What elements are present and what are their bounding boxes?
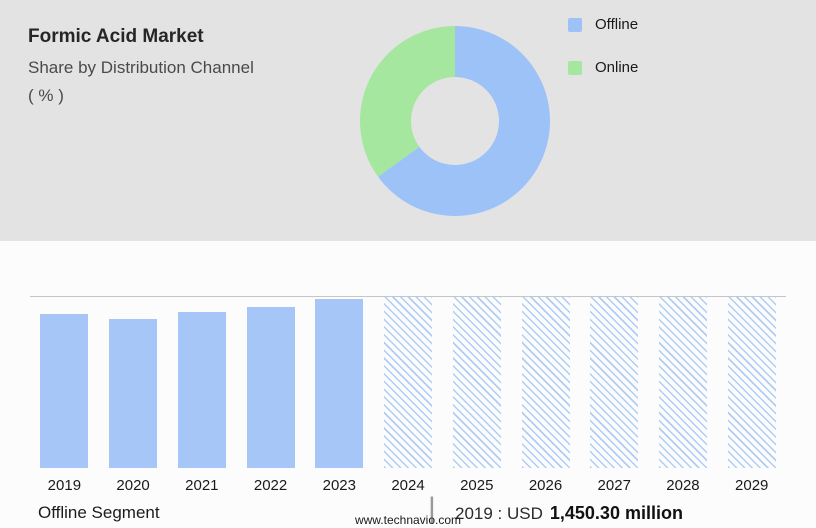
top-panel: Formic Acid Market Share by Distribution… <box>0 0 816 241</box>
legend-item-online: Online <box>568 59 638 76</box>
bar-2026 <box>521 297 570 468</box>
legend-item-offline: Offline <box>568 16 638 33</box>
bar-2024 <box>384 297 433 468</box>
bar-2019 <box>40 314 89 468</box>
bar-slot <box>511 297 580 468</box>
bar-2028 <box>658 297 707 468</box>
x-axis-label-2029: 2029 <box>735 477 769 494</box>
x-axis-label-2028: 2028 <box>666 477 700 494</box>
x-axis-label-2027: 2027 <box>597 477 631 494</box>
x-axis-label-2019: 2019 <box>47 477 82 494</box>
bar-chart-xlabels: 2019 2020 2021 2022 2023 2024 2025 2026 2027 2028… <box>30 477 786 494</box>
title-block: Formic Acid Market Share by Distribution… <box>28 26 254 106</box>
caption-value-group: 2019 : USD 1,450.30 million <box>455 503 683 524</box>
bar-2022 <box>246 307 295 468</box>
segment-label: Offline Segment <box>38 503 160 522</box>
legend-label-online: Online <box>595 59 639 76</box>
online-swatch-icon <box>568 60 582 75</box>
bar-slot <box>167 297 236 468</box>
caption-divider: | <box>428 492 436 525</box>
legend: Offline Online <box>568 16 638 102</box>
x-axis-label-2024: 2024 <box>391 477 425 494</box>
bar-slot <box>30 297 99 468</box>
bar-slot <box>236 297 305 468</box>
unit-label: ( % ) <box>28 86 64 105</box>
bar-slot <box>717 297 786 468</box>
donut-hole <box>411 77 499 165</box>
bar-slot <box>374 297 443 468</box>
bar-chart-slots <box>30 296 786 468</box>
bar-2027 <box>590 297 639 468</box>
footer-link[interactable]: www.technavio.com <box>354 513 462 527</box>
bar-2023 <box>315 298 364 468</box>
bar-2020 <box>109 319 158 468</box>
x-axis-label-2022: 2022 <box>253 477 288 494</box>
bar-slot <box>649 297 718 468</box>
bar-chart: 2019 2020 2021 2022 2023 2024 2025 2026 2027 2028… <box>30 296 786 494</box>
bar-slot <box>442 297 511 468</box>
bar-slot <box>99 297 168 468</box>
x-axis-label-2023: 2023 <box>322 477 356 494</box>
offline-swatch-icon <box>568 17 582 32</box>
caption-value: 1,450.30 million <box>549 503 683 523</box>
bar-2025 <box>452 297 501 468</box>
x-axis-label-2021: 2021 <box>185 477 219 494</box>
caption-value-prefix: 2019 : USD <box>455 504 543 523</box>
legend-label-offline: Offline <box>595 16 639 33</box>
x-axis-label-2020: 2020 <box>116 477 150 494</box>
bar-2029 <box>727 297 776 468</box>
bar-2021 <box>177 312 226 468</box>
bar-slot <box>305 297 374 468</box>
x-axis-label-2025: 2025 <box>460 477 494 494</box>
page-subtitle: Share by Distribution Channel <box>28 58 254 77</box>
page-title: Formic Acid Market <box>28 26 204 47</box>
donut-chart <box>360 26 550 216</box>
bar-slot <box>580 297 649 468</box>
x-axis-label-2026: 2026 <box>528 477 563 494</box>
